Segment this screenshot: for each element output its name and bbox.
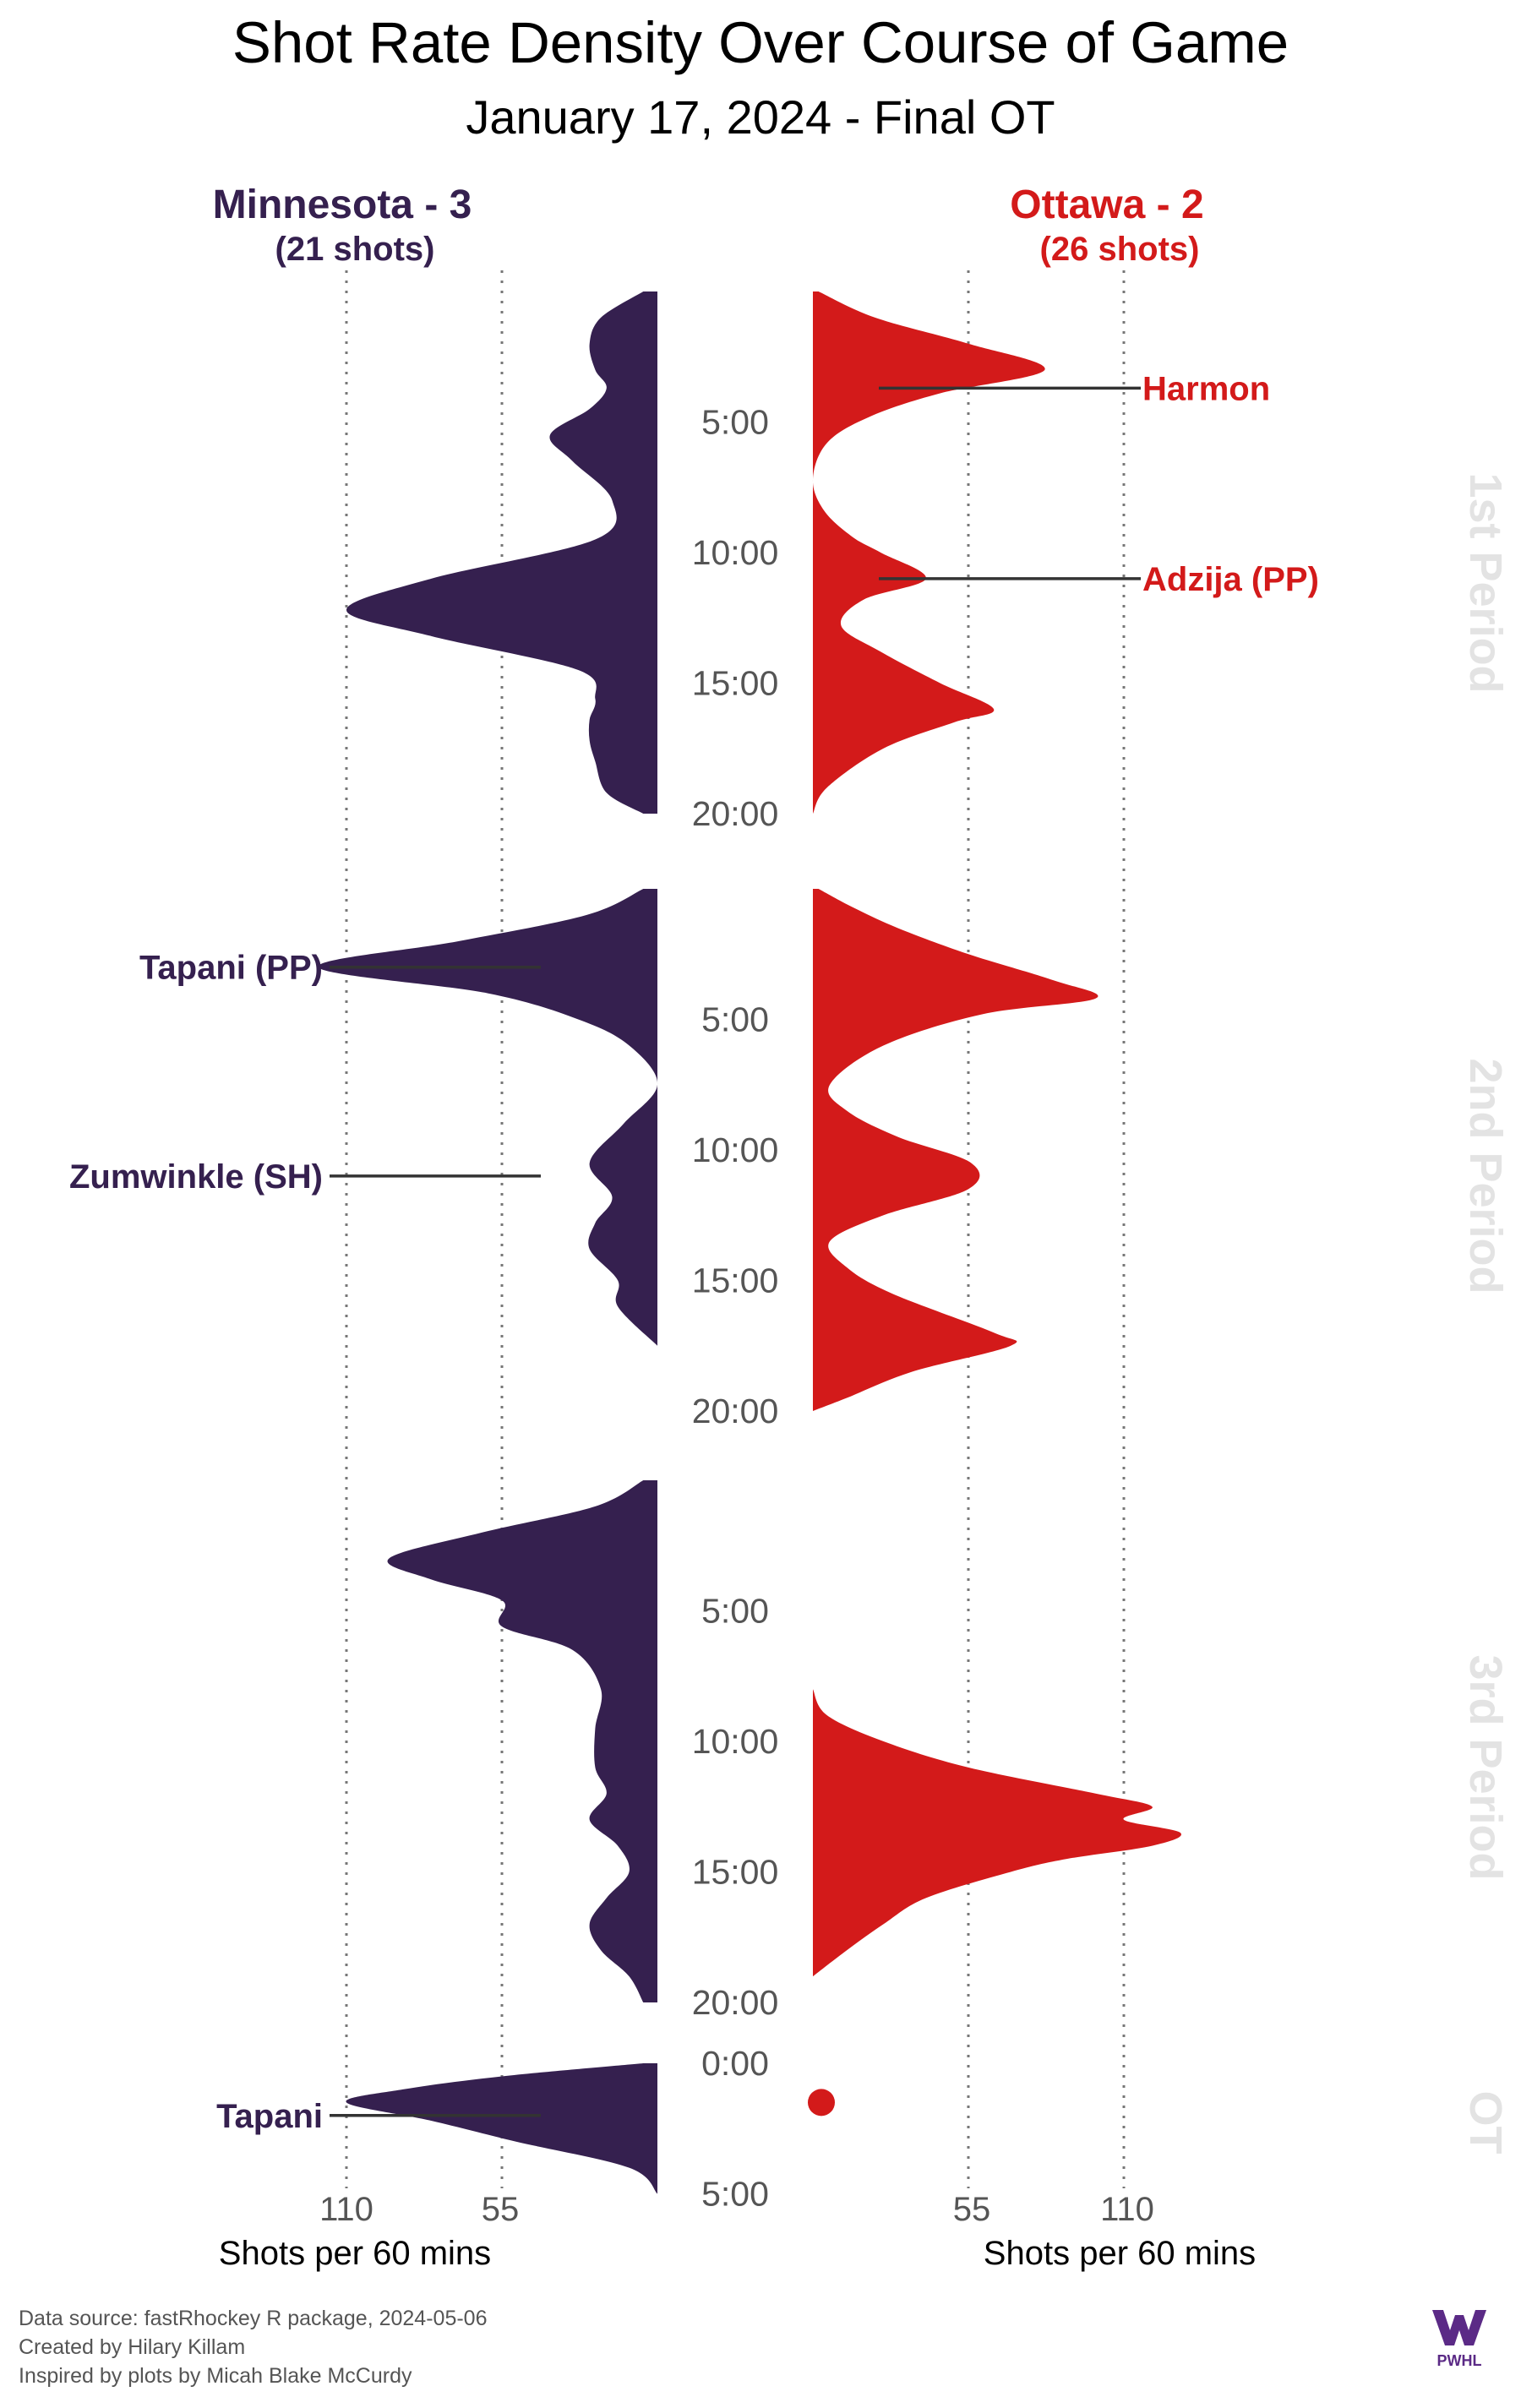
goal-label-3: Zumwinkle (SH): [69, 1158, 323, 1196]
away-team-name: Ottawa - 2: [1010, 183, 1203, 227]
time-label-p4-0: 0:00: [701, 2044, 769, 2083]
ot-shot-dot: [808, 2089, 835, 2117]
period-label-1: 1st Period: [1460, 472, 1511, 693]
time-label-p4-1: 5:00: [701, 2175, 769, 2214]
period-label-3: 3rd Period: [1460, 1654, 1511, 1880]
right-axis-title: Shots per 60 mins: [984, 2235, 1256, 2272]
time-label-p2-1: 10:00: [692, 1130, 779, 1169]
right-tick-110: 110: [1100, 2191, 1154, 2228]
left-tick-55: 55: [482, 2191, 520, 2228]
goal-label-0: Harmon: [1142, 370, 1270, 407]
minnesota-density-4: [346, 2063, 657, 2194]
time-label-p2-2: 15:00: [692, 1261, 779, 1300]
chart-subtitle: January 17, 2024 - Final OT: [466, 90, 1055, 144]
goal-label-4: Tapani: [216, 2098, 323, 2135]
density-areas: [318, 291, 1181, 2194]
caption-author: Created by Hilary Killam: [19, 2335, 245, 2359]
caption-inspiration: Inspired by plots by Micah Blake McCurdy: [19, 2364, 412, 2388]
left-tick-110: 110: [319, 2191, 373, 2228]
right-tick-55: 55: [953, 2191, 991, 2228]
ottawa-density-2: [813, 889, 1098, 1411]
period-label-4: OT: [1460, 2091, 1511, 2155]
pwhl-logo-text: PWHL: [1437, 2352, 1482, 2369]
minnesota-density-1: [346, 291, 657, 814]
time-label-p3-0: 5:00: [701, 1592, 769, 1631]
away-team-shots: (26 shots): [1040, 231, 1200, 268]
goal-annotations: Harmon Adzija (PP) Tapani (PP) Zumwinkle (S…: [69, 370, 1319, 2134]
goal-label-2: Tapani (PP): [139, 950, 323, 987]
chart-title: Shot Rate Density Over Course of Game: [232, 10, 1289, 75]
goal-label-1: Adzija (PP): [1142, 561, 1319, 598]
pwhl-logo: PWHL: [1432, 2310, 1486, 2369]
minnesota-density-3: [387, 1480, 657, 2002]
time-label-p3-2: 15:00: [692, 1853, 779, 1892]
pwhl-logo-mark: [1432, 2310, 1486, 2345]
left-axis-title: Shots per 60 mins: [219, 2235, 491, 2272]
time-label-p1-2: 15:00: [692, 664, 779, 703]
time-labels: 5:00 10:00 15:00 20:00 5:00 10:00 15:00 20:00 5:…: [692, 403, 779, 2214]
home-team-shots: (21 shots): [275, 231, 435, 268]
ottawa-density-3: [813, 1689, 1181, 1977]
time-label-p1-0: 5:00: [701, 403, 769, 442]
period-labels: 1st Period 2nd Period 3rd Period OT: [1460, 472, 1511, 2154]
time-label-p2-0: 5:00: [701, 1000, 769, 1039]
period-label-2: 2nd Period: [1460, 1058, 1511, 1294]
ottawa-density-1: [812, 291, 1045, 814]
minnesota-density-2: [318, 889, 658, 1346]
time-label-p1-3: 20:00: [692, 794, 779, 833]
home-team-name: Minnesota - 3: [213, 183, 472, 227]
time-label-p3-1: 10:00: [692, 1722, 779, 1761]
caption-source: Data source: fastRhockey R package, 2024…: [19, 2307, 487, 2330]
time-label-p3-3: 20:00: [692, 1983, 779, 2022]
time-label-p1-1: 10:00: [692, 533, 779, 572]
time-label-p2-3: 20:00: [692, 1392, 779, 1430]
